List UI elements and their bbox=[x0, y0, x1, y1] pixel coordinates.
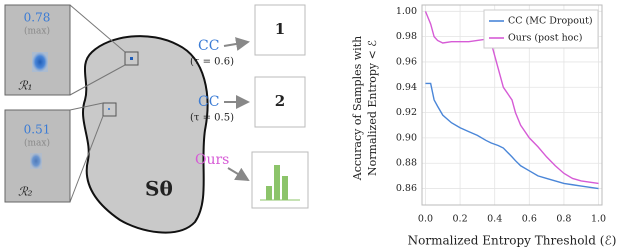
legend-label: Ours (post hoc) bbox=[508, 33, 582, 44]
x-axis-label: Normalized Entropy Threshold (ℰ) bbox=[408, 234, 617, 248]
y-axis-label: Normalized Entropy < ℰ bbox=[366, 40, 379, 176]
method-tau: (τ = 0.6) bbox=[190, 57, 234, 68]
method-name: CC bbox=[198, 38, 219, 54]
zoom-line bbox=[69, 4, 126, 53]
x-tick-label: 0.8 bbox=[556, 214, 571, 225]
y-tick-label: 0.86 bbox=[396, 183, 417, 194]
plot-frame bbox=[421, 4, 603, 206]
y-tick-label: 0.88 bbox=[396, 158, 417, 169]
method-name: CC bbox=[198, 94, 219, 110]
region-box bbox=[124, 51, 139, 66]
shape bbox=[82, 35, 209, 234]
inset bbox=[4, 4, 71, 96]
method-name: Ours bbox=[195, 152, 229, 168]
y-tick-label: 0.98 bbox=[396, 31, 417, 42]
zoom-line bbox=[69, 102, 104, 111]
y-tick-label: 0.94 bbox=[396, 82, 417, 93]
inset-blob bbox=[32, 52, 48, 72]
x-tick-label: 0.6 bbox=[522, 214, 537, 225]
inset-value: 0.51 bbox=[24, 123, 51, 137]
y-tick-label: 1.00 bbox=[396, 6, 417, 17]
shape-label: Sθ bbox=[145, 177, 173, 201]
x-tick-label: 0.0 bbox=[418, 214, 433, 225]
arrow bbox=[227, 167, 250, 182]
series-line bbox=[425, 82, 599, 190]
output-box bbox=[254, 76, 306, 128]
zoom-line bbox=[69, 115, 104, 203]
x-tick-label: 0.2 bbox=[453, 214, 468, 225]
y-axis-label: Accuracy of Samples with bbox=[351, 36, 364, 181]
x-tick-label: 0.4 bbox=[487, 214, 502, 225]
inset-value: 0.78 bbox=[24, 11, 51, 25]
legend-box bbox=[483, 9, 599, 49]
arrow bbox=[223, 37, 250, 51]
output: 1 bbox=[275, 20, 285, 38]
zoom-line bbox=[69, 64, 126, 96]
y-tick-label: 0.92 bbox=[396, 107, 417, 118]
output-box bbox=[254, 4, 306, 56]
legend-label: CC (MC Dropout) bbox=[508, 16, 593, 27]
series-line bbox=[424, 11, 599, 185]
region-dot bbox=[108, 108, 110, 110]
histogram-icon bbox=[266, 165, 288, 200]
y-tick-label: 0.90 bbox=[396, 132, 417, 143]
region-label: ℛ₂ bbox=[18, 185, 33, 199]
region-box bbox=[102, 102, 117, 117]
region-dot bbox=[130, 57, 133, 60]
inset-note: (max) bbox=[24, 138, 50, 149]
output: 2 bbox=[275, 92, 285, 110]
inset-note: (max) bbox=[24, 26, 50, 37]
x-tick-label: 1.0 bbox=[591, 214, 606, 225]
y-tick-label: 0.96 bbox=[396, 56, 417, 67]
region-label: ℛ₁ bbox=[18, 79, 32, 93]
method-tau: (τ = 0.5) bbox=[190, 113, 234, 124]
inset-blob bbox=[30, 153, 42, 169]
